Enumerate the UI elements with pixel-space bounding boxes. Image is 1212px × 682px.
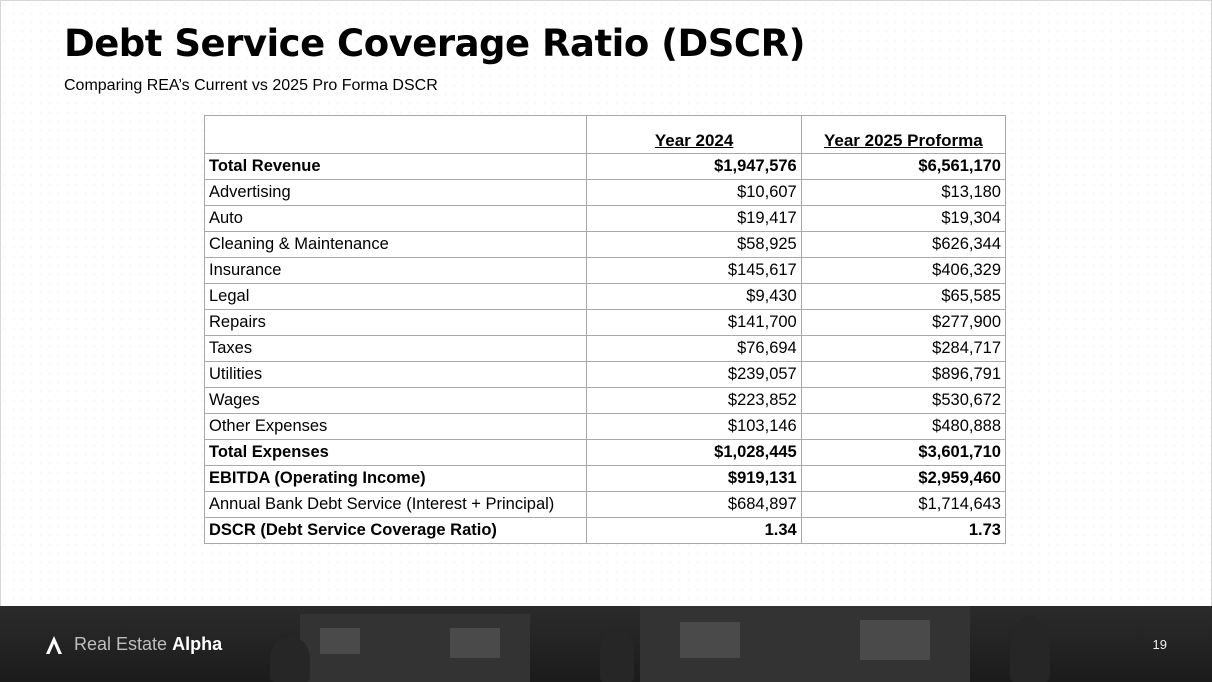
table-row: Cleaning & Maintenance $58,925 $626,344 <box>203 231 1007 258</box>
table-row: Annual Bank Debt Service (Interest + Pri… <box>203 491 1007 518</box>
page-title: Debt Service Coverage Ratio (DSCR) <box>64 22 805 65</box>
tree-silhouette <box>1010 616 1050 682</box>
cell-year-2025: $2,959,460 <box>800 465 1007 492</box>
table-row: Other Expenses $103,146 $480,888 <box>203 413 1007 440</box>
cell-year-2024: $919,131 <box>586 465 802 492</box>
cell-year-2025: $65,585 <box>800 283 1007 310</box>
row-label: Wages <box>203 387 588 414</box>
row-label: EBITDA (Operating Income) <box>203 465 588 492</box>
cell-year-2025: $284,717 <box>800 335 1007 362</box>
cell-year-2024: $76,694 <box>586 335 802 362</box>
brand-name: Real Estate Alpha <box>74 634 222 655</box>
cell-year-2025: $480,888 <box>800 413 1007 440</box>
row-label: Other Expenses <box>203 413 588 440</box>
cell-year-2025: $896,791 <box>800 361 1007 388</box>
house-window <box>680 622 740 658</box>
header-year-2025: Year 2025 Proforma <box>800 115 1007 154</box>
table-row: EBITDA (Operating Income) $919,131 $2,959,… <box>203 465 1007 492</box>
tree-silhouette <box>270 636 310 682</box>
house-window <box>320 628 360 654</box>
cell-year-2025: $19,304 <box>800 205 1007 232</box>
cell-year-2025: 1.73 <box>800 517 1007 544</box>
cell-year-2024: 1.34 <box>586 517 802 544</box>
cell-year-2024: $1,947,576 <box>586 153 802 180</box>
tree-silhouette <box>600 626 634 682</box>
row-label: Total Revenue <box>203 153 588 180</box>
cell-year-2024: $103,146 <box>586 413 802 440</box>
table-row: Taxes $76,694 $284,717 <box>203 335 1007 362</box>
table-body: Total Revenue $1,947,576 $6,561,170 Adverti… <box>203 153 1007 544</box>
cell-year-2025: $277,900 <box>800 309 1007 336</box>
table-row: DSCR (Debt Service Coverage Ratio) 1.34 1.… <box>203 517 1007 544</box>
table-row: Insurance $145,617 $406,329 <box>203 257 1007 284</box>
row-label: Auto <box>203 205 588 232</box>
dscr-table: Year 2024 Year 2025 Proforma Total Reven… <box>203 115 1007 544</box>
row-label: Advertising <box>203 179 588 206</box>
row-label: Total Expenses <box>203 439 588 466</box>
table-row: Auto $19,417 $19,304 <box>203 205 1007 232</box>
cell-year-2024: $145,617 <box>586 257 802 284</box>
row-label: Annual Bank Debt Service (Interest + Pri… <box>203 491 588 518</box>
table-row: Total Revenue $1,947,576 $6,561,170 <box>203 153 1007 180</box>
brand-logo: Real Estate Alpha <box>46 634 222 655</box>
cell-year-2024: $19,417 <box>586 205 802 232</box>
page-subtitle: Comparing REA’s Current vs 2025 Pro Form… <box>64 77 438 94</box>
cell-year-2025: $626,344 <box>800 231 1007 258</box>
row-label: Taxes <box>203 335 588 362</box>
row-label: Legal <box>203 283 588 310</box>
table-row: Repairs $141,700 $277,900 <box>203 309 1007 336</box>
cell-year-2025: $6,561,170 <box>800 153 1007 180</box>
row-label: Cleaning & Maintenance <box>203 231 588 258</box>
brand-name-light: Real Estate <box>74 634 168 654</box>
table-row: Legal $9,430 $65,585 <box>203 283 1007 310</box>
page-number: 19 <box>1152 637 1167 652</box>
house-window <box>860 620 930 660</box>
footer-banner: Real Estate Alpha 19 <box>0 606 1212 682</box>
brand-name-bold: Alpha <box>172 634 223 654</box>
cell-year-2024: $239,057 <box>586 361 802 388</box>
cell-year-2024: $223,852 <box>586 387 802 414</box>
cell-year-2024: $58,925 <box>586 231 802 258</box>
cell-year-2025: $13,180 <box>800 179 1007 206</box>
cell-year-2024: $1,028,445 <box>586 439 802 466</box>
cell-year-2024: $141,700 <box>586 309 802 336</box>
cell-year-2025: $3,601,710 <box>800 439 1007 466</box>
row-label: DSCR (Debt Service Coverage Ratio) <box>203 517 588 544</box>
cell-year-2024: $10,607 <box>586 179 802 206</box>
house-window <box>450 628 500 658</box>
table-row: Wages $223,852 $530,672 <box>203 387 1007 414</box>
table-row: Total Expenses $1,028,445 $3,601,710 <box>203 439 1007 466</box>
cell-year-2025: $1,714,643 <box>800 491 1007 518</box>
cell-year-2024: $684,897 <box>586 491 802 518</box>
header-label <box>203 115 588 154</box>
row-label: Repairs <box>203 309 588 336</box>
row-label: Utilities <box>203 361 588 388</box>
table-header-row: Year 2024 Year 2025 Proforma <box>203 115 1007 154</box>
header-year-2024: Year 2024 <box>586 115 802 154</box>
row-label: Insurance <box>203 257 588 284</box>
cell-year-2025: $406,329 <box>800 257 1007 284</box>
cell-year-2024: $9,430 <box>586 283 802 310</box>
table-row: Advertising $10,607 $13,180 <box>203 179 1007 206</box>
alpha-triangle-icon <box>46 635 62 654</box>
cell-year-2025: $530,672 <box>800 387 1007 414</box>
table-row: Utilities $239,057 $896,791 <box>203 361 1007 388</box>
